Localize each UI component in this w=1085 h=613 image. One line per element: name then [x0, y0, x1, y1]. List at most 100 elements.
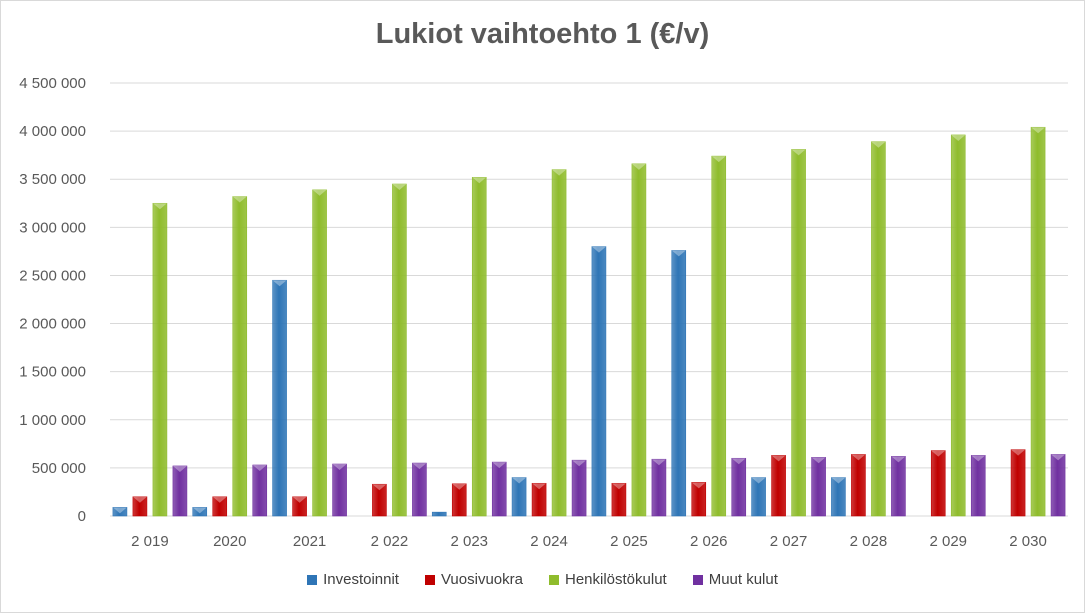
bar-muut-kulut-9	[891, 456, 906, 517]
y-tick-label: 4 000 000	[19, 123, 86, 140]
bar-muut-kulut-3	[412, 462, 427, 517]
bar-muut-kulut-0	[172, 465, 188, 517]
bar-cap	[112, 507, 127, 514]
bar-muut-kulut-5	[571, 459, 587, 517]
bar-cap	[791, 149, 806, 156]
bar-cap	[871, 141, 886, 148]
x-tick-label: 2 025	[610, 533, 648, 550]
bar-muut-kulut-11	[1050, 454, 1066, 517]
bar-cap	[372, 484, 387, 491]
bar-cap	[1011, 449, 1026, 456]
bar-cap	[1051, 454, 1066, 461]
bar-henkil-st-kulut-1	[232, 196, 248, 517]
bar-cap	[631, 163, 646, 170]
x-tick-label: 2 024	[530, 533, 568, 550]
bar-cap	[172, 465, 187, 472]
x-axis-ticks: 2 019 2020 2021 2 022 2 023 2 024 2 025 2 026 2 …	[131, 533, 1047, 550]
legend-label: Investoinnit	[323, 571, 399, 588]
bar-vuosivuokra-5	[531, 482, 547, 517]
bar-cap	[951, 134, 966, 141]
bar-cap	[512, 477, 527, 484]
x-tick-label: 2 027	[770, 533, 808, 550]
x-tick-label: 2 030	[1009, 533, 1047, 550]
bar-vuosivuokra-1	[212, 496, 228, 517]
bar-cap	[532, 483, 547, 490]
y-tick-label: 1 500 000	[19, 364, 86, 381]
x-tick-label: 2 023	[450, 533, 488, 550]
bar-cap	[312, 189, 327, 196]
bar-cap	[771, 455, 786, 462]
bar-cap	[392, 184, 407, 191]
bar-vuosivuokra-8	[771, 455, 786, 517]
bar-cap	[671, 250, 686, 257]
bar-vuosivuokra-0	[132, 496, 148, 517]
bar-henkil-st-kulut-10	[950, 134, 966, 517]
legend-label: Vuosivuokra	[440, 571, 523, 588]
bar-cap	[552, 169, 567, 176]
bar-cap	[751, 477, 766, 484]
y-tick-label: 500 000	[32, 460, 86, 477]
bar-cap	[292, 496, 307, 503]
bar-henkil-st-kulut-0	[152, 202, 168, 517]
y-tick-label: 3 500 000	[19, 171, 86, 188]
bar-cap	[192, 507, 207, 514]
bar-muut-kulut-2	[332, 463, 347, 517]
bar-cap	[811, 457, 826, 464]
bar-vuosivuokra-2	[292, 496, 307, 517]
y-tick-label: 0	[78, 508, 86, 525]
y-tick-label: 2 000 000	[19, 316, 86, 333]
bar-cap	[252, 465, 267, 472]
bar-cap	[651, 459, 666, 466]
legend-swatch	[307, 574, 318, 585]
y-tick-label: 2 500 000	[19, 267, 86, 284]
bar-henkil-st-kulut-2	[312, 189, 327, 517]
legend-item: Vuosivuokra	[424, 571, 523, 588]
bar-vuosivuokra-7	[691, 482, 707, 517]
y-tick-label: 1 000 000	[19, 412, 86, 429]
bar-investoinnit-5	[511, 477, 527, 517]
bar-investoinnit-6	[591, 246, 607, 517]
bar-cap	[472, 177, 487, 184]
x-tick-label: 2020	[213, 533, 246, 550]
legend-item: Investoinnit	[307, 571, 399, 588]
x-tick-label: 2 022	[371, 533, 409, 550]
bar-vuosivuokra-3	[372, 483, 387, 517]
legend-item: Muut kulut	[692, 571, 778, 588]
x-tick-label: 2 028	[850, 533, 888, 550]
bars	[112, 126, 1066, 517]
bar-cap	[152, 203, 167, 210]
bar-cap	[412, 463, 427, 470]
bar-cap	[232, 196, 247, 203]
bar-cap	[831, 477, 846, 484]
y-tick-label: 3 000 000	[19, 219, 86, 236]
bar-cap	[851, 454, 866, 461]
bar-cap	[1031, 127, 1046, 134]
legend-swatch	[424, 574, 435, 585]
y-tick-label: 4 500 000	[19, 75, 86, 92]
chart-title: Lukiot vaihtoehto 1 (€/v)	[375, 18, 710, 50]
legend-item: Henkilöstökulut	[548, 571, 667, 588]
bar-henkil-st-kulut-3	[392, 183, 407, 517]
bar-muut-kulut-8	[811, 457, 826, 517]
bar-cap	[492, 462, 507, 469]
bar-cap	[212, 496, 227, 503]
legend-swatch	[692, 574, 703, 585]
bar-henkil-st-kulut-8	[791, 149, 806, 517]
bar-investoinnit-1	[192, 507, 208, 517]
bar-henkil-st-kulut-11	[1030, 126, 1046, 517]
bar-cap	[931, 450, 946, 457]
gridlines	[110, 82, 1068, 517]
y-axis-ticks: 0 500 000 1 000 000 1 500 000 2 000 000 2 500…	[19, 75, 86, 525]
bar-cap	[891, 456, 906, 463]
bar-cap	[452, 483, 467, 490]
bar-vuosivuokra-10	[930, 450, 946, 517]
bar-henkil-st-kulut-4	[471, 176, 487, 517]
bar-investoinnit-7	[671, 250, 687, 517]
bar-investoinnit-9	[831, 477, 846, 517]
bar-investoinnit-0	[112, 507, 128, 517]
bar-vuosivuokra-6	[611, 482, 627, 517]
x-tick-label: 2 029	[929, 533, 967, 550]
bar-henkil-st-kulut-9	[871, 141, 886, 517]
bar-cap	[711, 156, 726, 163]
x-tick-label: 2 019	[131, 533, 169, 550]
